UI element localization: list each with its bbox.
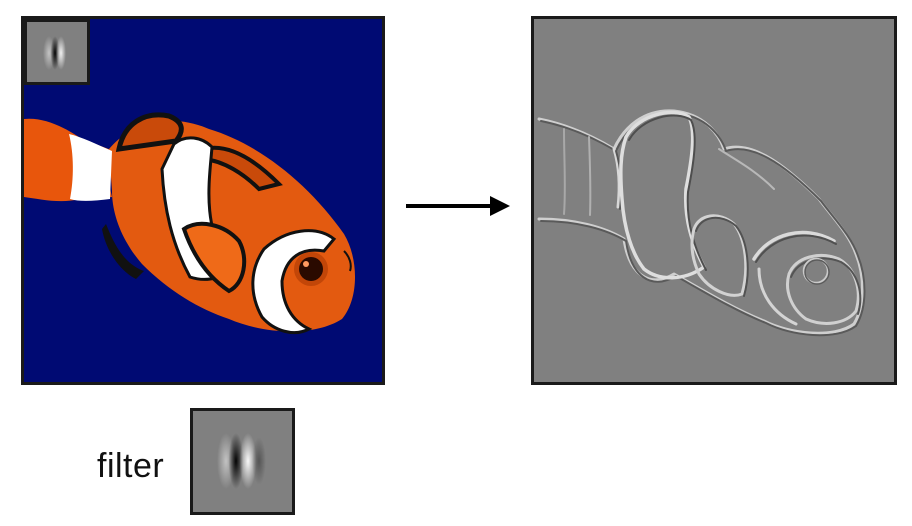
filter-large-icon: [190, 408, 295, 515]
input-image-panel: [21, 16, 385, 385]
filtered-output-image: [534, 19, 894, 382]
gabor-filter-large-icon: [193, 411, 292, 512]
filter-thumbnail-icon: [24, 19, 90, 85]
filter-label: filter: [97, 447, 165, 485]
arrow-icon: [404, 193, 514, 219]
gabor-filter-small-icon: [27, 22, 87, 82]
right-arrow-icon: [406, 196, 510, 216]
output-image-panel: [531, 16, 897, 385]
